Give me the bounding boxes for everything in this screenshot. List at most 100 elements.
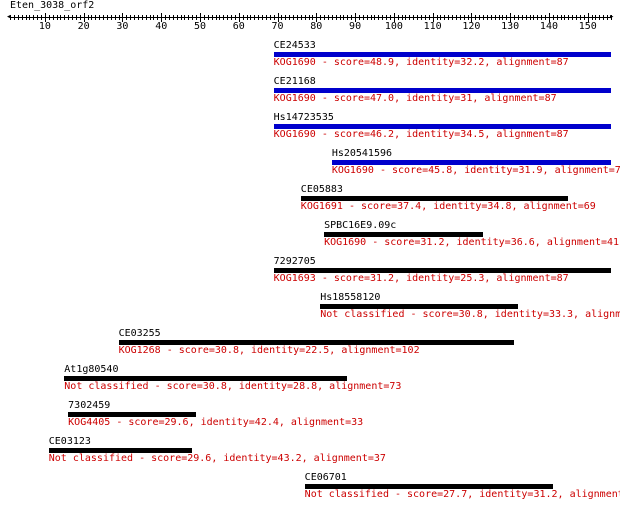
hit-name[interactable]: At1g80540 bbox=[64, 364, 119, 375]
hit-bar[interactable] bbox=[300, 196, 569, 201]
axis-tick bbox=[588, 13, 589, 22]
hit-detail: Not classified - score=30.8, identity=33… bbox=[320, 309, 620, 320]
axis-tick bbox=[91, 15, 92, 20]
axis-tick bbox=[417, 15, 418, 20]
axis-tick-label: 50 bbox=[193, 21, 207, 32]
axis-tick bbox=[359, 15, 360, 20]
axis-tick bbox=[343, 15, 344, 20]
axis-tick bbox=[460, 15, 461, 20]
hit-bar[interactable] bbox=[304, 484, 553, 489]
hit-name[interactable]: CE03255 bbox=[118, 328, 161, 339]
axis-tick bbox=[192, 15, 193, 20]
axis-tick bbox=[576, 15, 577, 20]
axis-tick bbox=[506, 15, 507, 20]
axis-tick bbox=[429, 15, 430, 20]
axis-tick bbox=[278, 13, 279, 22]
hit-bar[interactable] bbox=[273, 88, 611, 93]
axis-tick bbox=[184, 15, 185, 20]
hit-bar[interactable] bbox=[118, 340, 515, 345]
axis-tick bbox=[363, 15, 364, 20]
hit-bar[interactable] bbox=[320, 304, 518, 309]
hit-bar[interactable] bbox=[331, 160, 611, 165]
axis-tick bbox=[95, 15, 96, 20]
axis-tick bbox=[394, 13, 395, 22]
hit-name[interactable]: CE21168 bbox=[273, 76, 316, 87]
axis-tick bbox=[568, 15, 569, 20]
axis-tick bbox=[491, 15, 492, 20]
axis-tick bbox=[514, 15, 515, 20]
hit-bar[interactable] bbox=[273, 268, 611, 273]
hit-name[interactable]: Hs20541596 bbox=[331, 148, 393, 159]
axis-tick bbox=[119, 15, 120, 20]
hit-bar[interactable] bbox=[273, 52, 611, 57]
axis-tick bbox=[49, 15, 50, 20]
axis-tick bbox=[599, 15, 600, 20]
axis-tick bbox=[181, 15, 182, 20]
axis-tick bbox=[53, 15, 54, 20]
axis-tick bbox=[332, 15, 333, 20]
hit-bar[interactable] bbox=[273, 124, 611, 129]
hit-name[interactable]: SPBC16E9.09c bbox=[324, 220, 397, 231]
hit-detail: KOG1690 - score=31.2, identity=36.6, ali… bbox=[324, 237, 620, 248]
axis-tick bbox=[336, 15, 337, 20]
axis-tick bbox=[390, 15, 391, 20]
axis-tick bbox=[64, 15, 65, 20]
hit-bar[interactable] bbox=[68, 412, 197, 417]
axis-tick bbox=[382, 15, 383, 20]
axis-tick bbox=[115, 15, 116, 20]
hit-name[interactable]: CE24533 bbox=[273, 40, 316, 51]
axis-tick bbox=[386, 15, 387, 20]
axis-tick bbox=[572, 15, 573, 20]
hit-bar[interactable] bbox=[324, 232, 484, 237]
hit-detail: Not classified - score=27.7, identity=31… bbox=[304, 489, 620, 500]
hit-bar[interactable] bbox=[48, 448, 193, 453]
axis-tick bbox=[274, 15, 275, 20]
axis-tick bbox=[122, 13, 123, 22]
axis-tick bbox=[57, 15, 58, 20]
axis-tick bbox=[456, 15, 457, 20]
axis-tick bbox=[45, 13, 46, 22]
hit-name[interactable]: 7292705 bbox=[273, 256, 316, 267]
axis-tick bbox=[26, 15, 27, 20]
axis-tick bbox=[371, 15, 372, 20]
axis-tick bbox=[227, 15, 228, 20]
axis-tick bbox=[421, 15, 422, 20]
hit-name[interactable]: CE05883 bbox=[300, 184, 343, 195]
axis-tick-label: 100 bbox=[384, 21, 403, 32]
hit-name[interactable]: CE06701 bbox=[304, 472, 347, 483]
axis-tick bbox=[111, 15, 112, 20]
axis-tick bbox=[134, 15, 135, 20]
axis-tick-label: 70 bbox=[271, 21, 284, 32]
axis-tick bbox=[150, 15, 151, 20]
axis-tick bbox=[479, 15, 480, 20]
hit-name[interactable]: CE03123 bbox=[48, 436, 91, 447]
axis-tick bbox=[262, 15, 263, 20]
hit-name[interactable]: Hs14723535 bbox=[273, 112, 334, 123]
axis-tick-label: 80 bbox=[310, 21, 323, 32]
axis-tick bbox=[301, 15, 302, 20]
axis-tick bbox=[444, 15, 445, 20]
axis-tick bbox=[231, 15, 232, 20]
axis-tick bbox=[165, 15, 166, 20]
axis-tick bbox=[235, 15, 236, 20]
axis-tick bbox=[22, 15, 23, 20]
axis-tick bbox=[464, 15, 465, 20]
axis-tick bbox=[611, 15, 612, 20]
hit-detail: KOG1690 - score=47.0, identity=31, align… bbox=[273, 93, 557, 104]
axis-tick bbox=[250, 15, 251, 20]
hit-bar[interactable] bbox=[64, 376, 348, 381]
hit-name[interactable]: Hs18558120 bbox=[320, 292, 381, 303]
axis-tick bbox=[564, 15, 565, 20]
axis-tick-label: 90 bbox=[349, 21, 362, 32]
hit-detail: Not classified - score=30.8, identity=28… bbox=[64, 381, 402, 392]
axis-tick bbox=[72, 15, 73, 20]
hit-name[interactable]: 7302459 bbox=[68, 400, 111, 411]
axis-tick bbox=[452, 15, 453, 20]
axis-tick bbox=[437, 15, 438, 20]
axis-tick bbox=[495, 15, 496, 20]
axis-tick bbox=[60, 15, 61, 20]
axis-tick bbox=[405, 15, 406, 20]
hit-detail: KOG1268 - score=30.8, identity=22.5, ali… bbox=[118, 345, 420, 356]
axis-tick bbox=[471, 13, 472, 22]
axis-tick bbox=[208, 15, 209, 20]
